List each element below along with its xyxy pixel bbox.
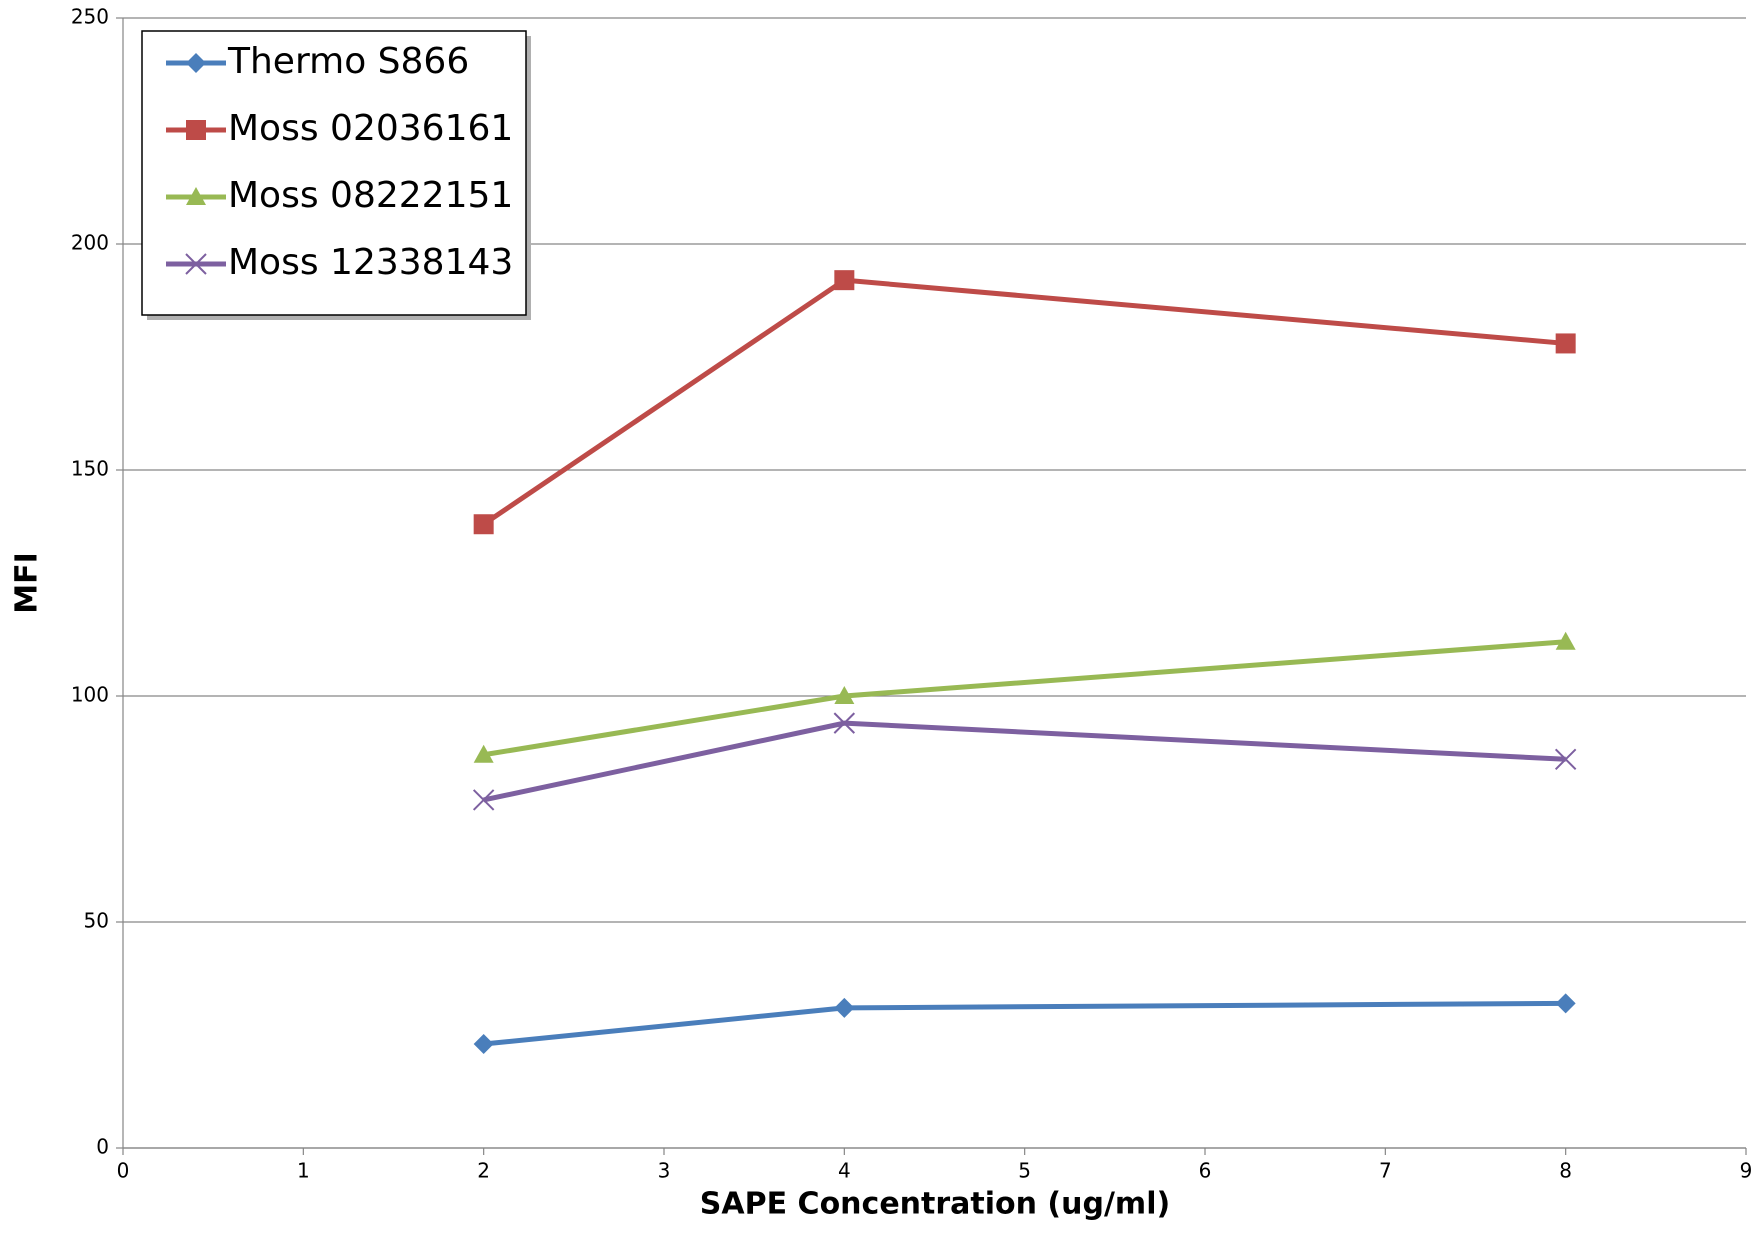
legend-label: Moss 12338143 (228, 242, 513, 283)
data-point (473, 744, 494, 763)
data-point (1555, 993, 1576, 1014)
y-tick-label: 200 (71, 231, 109, 255)
x-tick-label: 2 (477, 1159, 490, 1183)
legend-label: Thermo S866 (227, 41, 469, 82)
y-tick-label: 0 (96, 1135, 109, 1159)
y-axis-title: MFI (10, 552, 45, 614)
x-tick-label: 7 (1379, 1159, 1392, 1183)
x-tick-label: 6 (1199, 1159, 1212, 1183)
x-tick-label: 1 (297, 1159, 310, 1183)
x-axis-title: SAPE Concentration (ug/ml) (700, 1187, 1170, 1222)
legend-marker (186, 53, 206, 73)
series-line (482, 277, 1566, 527)
y-tick-label: 50 (84, 909, 109, 933)
legend-label: Moss 02036161 (228, 108, 513, 149)
x-tick-label: 4 (838, 1159, 851, 1183)
y-tick-label: 250 (71, 5, 109, 29)
data-point (473, 1034, 494, 1055)
x-tick-label: 5 (1018, 1159, 1031, 1183)
data-point (833, 712, 856, 734)
legend-box (141, 30, 527, 316)
data-point (834, 686, 855, 704)
x-tick-label: 9 (1740, 1159, 1753, 1183)
data-point (473, 514, 494, 535)
data-point (1555, 333, 1576, 354)
legend-label: Moss 08222151 (228, 175, 513, 216)
data-point (1554, 748, 1577, 770)
series-line (483, 1000, 1566, 1047)
data-point (834, 270, 855, 291)
x-tick-label: 3 (658, 1159, 671, 1183)
legend-marker (186, 120, 206, 140)
x-tick-label: 8 (1559, 1159, 1572, 1183)
data-point (472, 789, 495, 811)
legend-marker (186, 187, 206, 205)
x-tick-label: 0 (117, 1159, 130, 1183)
legend-marker (185, 253, 207, 275)
legend (141, 30, 531, 320)
y-tick-label: 100 (71, 683, 109, 707)
y-tick-label: 150 (71, 457, 109, 481)
data-point (834, 997, 855, 1018)
data-point (1555, 631, 1576, 650)
series-line (483, 720, 1566, 803)
series-line (483, 639, 1566, 758)
